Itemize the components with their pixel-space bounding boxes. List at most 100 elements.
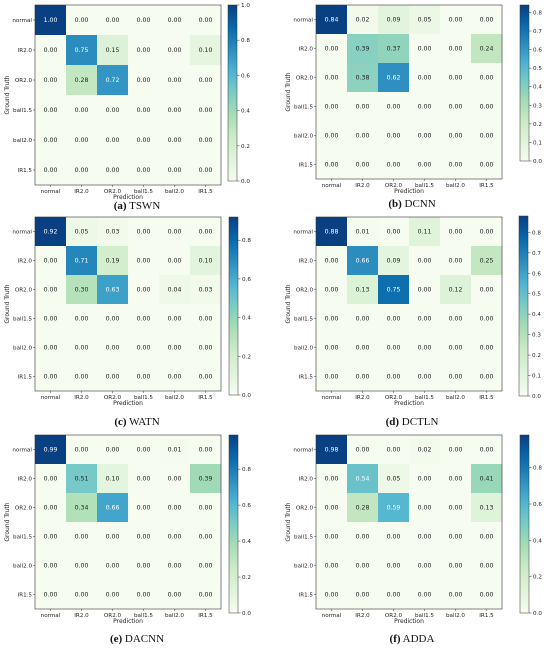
heatmap-cell xyxy=(378,464,410,494)
heatmap-cell xyxy=(35,333,67,363)
cell-value-label: 0.00 xyxy=(480,534,494,541)
heatmap-cell xyxy=(347,246,379,276)
heatmap-cell xyxy=(190,580,222,610)
cell-value-label: 0.00 xyxy=(106,534,120,541)
colorbar-tick-label: 0.2 xyxy=(532,353,541,359)
heatmap-cell xyxy=(128,95,160,126)
cell-value-label: 0.00 xyxy=(44,505,58,512)
cell-value-label: 0.00 xyxy=(418,162,432,169)
cell-value-label: 0.00 xyxy=(199,374,213,381)
cell-value-label: 0.09 xyxy=(387,258,401,265)
heatmap-cell xyxy=(190,333,222,363)
heatmap-cell xyxy=(440,435,472,465)
cell-value-label: 0.00 xyxy=(480,17,494,24)
y-axis-title: Ground Truth xyxy=(285,502,292,541)
heatmap-cell xyxy=(347,435,379,465)
heatmap-cell xyxy=(159,155,191,186)
heatmap-cell xyxy=(378,333,410,363)
heatmap-cell xyxy=(190,464,222,494)
cell-value-label: 0.28 xyxy=(356,505,370,512)
heatmap-cell xyxy=(316,435,348,465)
heatmap-cell xyxy=(35,155,67,186)
x-tick-label: IR2.0 xyxy=(355,183,370,189)
cell-value-label: 0.00 xyxy=(325,534,339,541)
x-tick-label: IR1.5 xyxy=(479,613,494,619)
heatmap-cell xyxy=(97,155,129,186)
panel-caption: (a) TSWN xyxy=(114,200,161,212)
x-axis-title: Prediction xyxy=(113,618,143,625)
cell-value-label: 0.00 xyxy=(137,137,151,144)
colorbar-tick-label: 1.0 xyxy=(241,3,250,9)
heatmap-cell xyxy=(347,362,379,392)
colorbar-tick-label: 0.5 xyxy=(532,292,541,298)
heatmap-cell xyxy=(440,150,472,180)
heatmap-cell xyxy=(35,304,67,334)
heatmap-cell xyxy=(316,34,348,64)
cell-value-label: 0.00 xyxy=(168,592,182,599)
cell-value-label: 0.10 xyxy=(199,47,213,54)
heatmap-cell xyxy=(128,5,160,36)
heatmap-cell xyxy=(66,522,98,552)
cell-value-label: 0.00 xyxy=(168,505,182,512)
cell-value-label: 0.00 xyxy=(449,374,463,381)
y-tick-label: normal xyxy=(293,448,313,454)
cell-value-label: 0.00 xyxy=(356,534,370,541)
heatmap-cell xyxy=(66,551,98,581)
cell-value-label: 0.00 xyxy=(199,534,213,541)
cell-value-label: 0.02 xyxy=(418,447,432,454)
cell-value-label: 0.00 xyxy=(387,345,401,352)
cell-value-label: 0.05 xyxy=(418,17,432,24)
heatmap-cell xyxy=(347,551,379,581)
cell-value-label: 0.00 xyxy=(168,77,182,84)
heatmap-cell xyxy=(347,275,379,305)
x-axis-title: Prediction xyxy=(394,618,424,625)
cell-value-label: 0.00 xyxy=(480,592,494,599)
colorbar-tick-label: 0.8 xyxy=(242,467,251,473)
cell-value-label: 0.00 xyxy=(44,476,58,483)
cell-value-label: 0.00 xyxy=(137,505,151,512)
cell-value-label: 0.00 xyxy=(356,316,370,323)
cell-value-label: 0.00 xyxy=(168,17,182,24)
cell-value-label: 0.09 xyxy=(387,17,401,24)
heatmap-cell xyxy=(378,522,410,552)
panel-adda: 0.98 0.00 0.00 0.02 0.00 0.000.00 0.54 0.05 0.00… xyxy=(285,434,542,645)
y-tick-label: IR2.0 xyxy=(299,47,314,53)
cell-value-label: 0.00 xyxy=(387,133,401,140)
cell-value-label: 0.00 xyxy=(325,162,339,169)
y-tick-label: normal xyxy=(293,230,313,236)
colorbar-tick-label: 0.4 xyxy=(533,538,542,544)
heatmap-cell xyxy=(409,5,441,35)
heatmap-cell xyxy=(35,35,67,66)
heatmap-cell xyxy=(35,580,67,610)
heatmap-cell xyxy=(409,246,441,276)
cell-value-label: 0.00 xyxy=(137,345,151,352)
cell-value-label: 0.00 xyxy=(325,563,339,570)
heatmap-cell xyxy=(409,551,441,581)
heatmap-cell xyxy=(35,95,67,126)
heatmap-cell xyxy=(97,125,129,156)
heatmap-cell xyxy=(316,92,348,122)
cell-value-label: 0.00 xyxy=(356,563,370,570)
cell-value-label: 0.38 xyxy=(356,75,370,82)
cell-value-label: 0.00 xyxy=(44,258,58,265)
cell-value-label: 0.00 xyxy=(325,258,339,265)
heatmap-cell xyxy=(347,121,379,151)
colorbar-tick-label: 0.8 xyxy=(241,38,250,44)
heatmap-cell xyxy=(316,493,348,523)
colorbar-tick-label: 0.2 xyxy=(242,354,251,360)
heatmap-cell xyxy=(316,333,348,363)
cell-value-label: 0.00 xyxy=(387,162,401,169)
cell-value-label: 0.00 xyxy=(449,563,463,570)
cell-value-label: 0.00 xyxy=(44,77,58,84)
x-tick-label: IR2.0 xyxy=(74,189,89,195)
heatmap-cell xyxy=(190,246,222,276)
cell-value-label: 0.00 xyxy=(106,107,120,114)
y-tick-label: IR2.0 xyxy=(18,259,33,265)
cell-value-label: 0.00 xyxy=(44,137,58,144)
y-tick-label: IR1.5 xyxy=(299,163,314,169)
heatmap-cell xyxy=(440,121,472,151)
cell-value-label: 0.00 xyxy=(168,229,182,236)
heatmap-cell xyxy=(97,435,129,465)
cell-value-label: 0.00 xyxy=(480,75,494,82)
